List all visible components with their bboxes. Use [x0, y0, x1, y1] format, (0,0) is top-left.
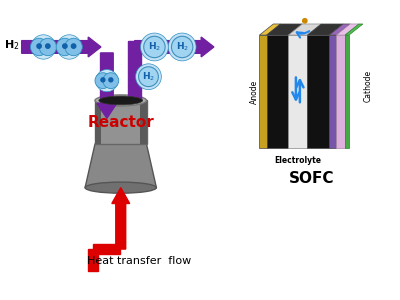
Polygon shape — [260, 24, 280, 35]
FancyArrow shape — [22, 37, 101, 57]
Text: Reactor: Reactor — [87, 115, 154, 130]
Text: H$_2$: H$_2$ — [176, 41, 189, 53]
Text: H$_2$: H$_2$ — [148, 41, 161, 53]
Circle shape — [37, 44, 41, 48]
Circle shape — [303, 19, 307, 23]
Circle shape — [103, 73, 119, 88]
Circle shape — [46, 44, 50, 48]
Polygon shape — [266, 35, 288, 148]
FancyArrow shape — [93, 244, 120, 254]
FancyArrow shape — [112, 188, 130, 249]
Polygon shape — [307, 35, 329, 148]
Bar — [95, 100, 146, 144]
Ellipse shape — [99, 96, 143, 105]
Text: H$_2$: H$_2$ — [4, 38, 19, 52]
Polygon shape — [307, 24, 343, 35]
FancyArrow shape — [135, 37, 214, 57]
Circle shape — [144, 36, 165, 58]
FancyArrow shape — [88, 249, 98, 271]
Polygon shape — [345, 35, 349, 148]
Circle shape — [140, 33, 168, 61]
Polygon shape — [329, 35, 336, 148]
Circle shape — [101, 78, 105, 82]
Polygon shape — [288, 35, 307, 148]
Polygon shape — [336, 24, 359, 35]
Text: SOFC: SOFC — [288, 171, 334, 186]
Circle shape — [56, 38, 74, 56]
Polygon shape — [85, 144, 156, 188]
Text: Cathode: Cathode — [363, 70, 372, 102]
Polygon shape — [336, 35, 345, 148]
Text: H$_2$: H$_2$ — [142, 70, 155, 83]
Circle shape — [95, 73, 111, 88]
Text: Heat transfer  flow: Heat transfer flow — [87, 256, 191, 266]
Circle shape — [172, 36, 193, 58]
Circle shape — [57, 35, 82, 59]
Polygon shape — [266, 24, 302, 35]
Circle shape — [39, 38, 56, 56]
FancyArrow shape — [128, 41, 141, 100]
Ellipse shape — [85, 182, 156, 193]
Polygon shape — [260, 35, 266, 148]
Circle shape — [72, 44, 76, 48]
Circle shape — [136, 64, 161, 90]
Polygon shape — [288, 24, 321, 35]
Bar — [95, 100, 101, 144]
Ellipse shape — [95, 95, 146, 106]
Bar — [140, 100, 146, 144]
Text: Electrolyte: Electrolyte — [274, 156, 321, 165]
Circle shape — [168, 33, 196, 61]
Circle shape — [31, 35, 56, 59]
Circle shape — [63, 44, 67, 48]
Circle shape — [96, 70, 118, 92]
Circle shape — [30, 38, 48, 56]
Polygon shape — [329, 24, 350, 35]
Text: Anode: Anode — [250, 80, 259, 104]
Polygon shape — [345, 24, 363, 35]
Circle shape — [65, 38, 82, 56]
FancyArrow shape — [97, 53, 117, 118]
Circle shape — [109, 78, 113, 82]
Circle shape — [138, 67, 158, 87]
